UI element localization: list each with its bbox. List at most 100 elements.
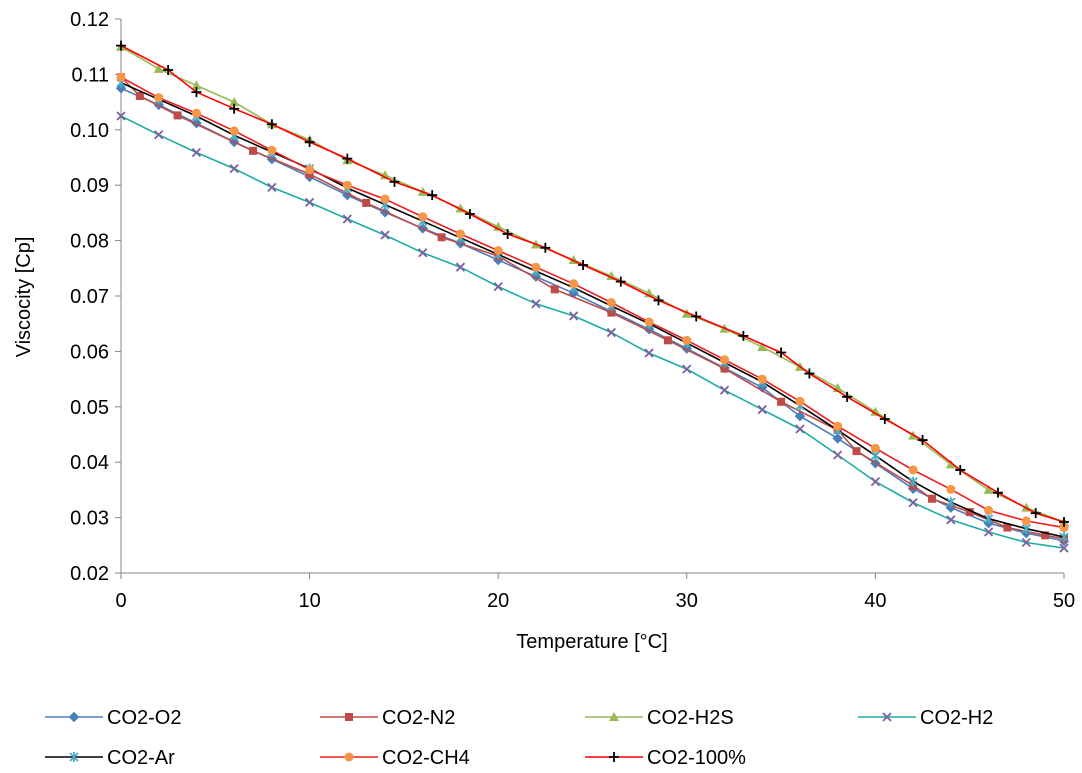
data-point (342, 153, 353, 164)
x-tick-label: 50 (1053, 590, 1075, 612)
data-point (569, 279, 579, 289)
data-point (249, 146, 258, 155)
data-point (1059, 517, 1069, 528)
data-point (493, 246, 503, 256)
data-point (682, 335, 692, 345)
data-point (946, 515, 956, 525)
y-tick-label: 0.08 (70, 231, 109, 253)
data-point (607, 308, 616, 317)
data-point (304, 136, 315, 147)
data-point (493, 281, 503, 292)
data-point (154, 130, 164, 140)
series-line (120, 115, 1065, 549)
y-tick-label: 0.06 (70, 341, 109, 363)
data-point (1021, 537, 1031, 548)
series-layer (115, 40, 1070, 553)
data-point (606, 327, 616, 338)
data-point (455, 262, 466, 272)
data-point (691, 311, 702, 322)
data-point (135, 92, 144, 101)
data-point (305, 165, 315, 175)
legend-item: CO2-N2 (320, 707, 455, 729)
data-point (757, 341, 768, 351)
series-line (120, 76, 1065, 529)
data-point (304, 197, 315, 208)
series-co2-h2 (116, 111, 1069, 553)
data-point (267, 145, 277, 155)
data-point (983, 527, 994, 537)
y-tick-label: 0.05 (70, 397, 109, 419)
legend-marker (609, 752, 619, 762)
data-point (380, 170, 391, 180)
data-point (229, 97, 240, 107)
data-point (870, 406, 881, 416)
data-point (550, 285, 559, 294)
data-point (116, 72, 126, 82)
data-point (362, 198, 371, 207)
data-point (229, 126, 239, 136)
data-point (804, 368, 815, 379)
data-point (757, 374, 767, 384)
y-tick-label: 0.02 (70, 563, 109, 585)
data-point (191, 108, 201, 118)
data-point (418, 248, 428, 258)
data-point (983, 484, 994, 494)
y-tick-label: 0.10 (70, 120, 109, 142)
data-point (777, 397, 786, 406)
legend-marker (69, 752, 79, 762)
y-tick-label: 0.11 (72, 64, 109, 86)
legend-item: CO2-O2 (45, 707, 181, 729)
legend-marker (882, 712, 892, 722)
data-point (418, 212, 428, 222)
data-point (992, 487, 1003, 498)
data-point (917, 435, 928, 446)
data-point (389, 176, 400, 187)
data-point (833, 450, 843, 460)
data-point (267, 182, 277, 193)
y-tick-label: 0.04 (70, 452, 109, 474)
data-point (163, 64, 174, 75)
data-point (832, 433, 843, 444)
data-point (870, 476, 881, 487)
data-point (653, 295, 664, 306)
data-point (1059, 523, 1069, 533)
data-point (720, 364, 729, 373)
data-point (342, 180, 352, 190)
data-point (795, 424, 805, 434)
data-point (833, 421, 843, 431)
data-point (502, 228, 513, 239)
data-point (965, 508, 974, 517)
data-point (173, 111, 182, 120)
data-point (644, 317, 654, 327)
data-point (870, 443, 880, 453)
legend-marker (344, 752, 354, 762)
data-point (757, 404, 767, 415)
data-point (1059, 543, 1069, 553)
series-line (120, 46, 1065, 523)
data-point (946, 497, 956, 508)
data-point (682, 364, 692, 374)
data-point (116, 40, 126, 51)
series-line (120, 87, 1065, 542)
axes: 0.02 0.03 0.04 0.05 0.06 0.07 0.08 0.09 0.10 0.11… (70, 9, 1075, 612)
data-point (116, 111, 126, 121)
data-point (380, 230, 390, 240)
data-point (191, 87, 202, 98)
x-tick-label: 20 (487, 590, 509, 612)
data-point (1041, 531, 1050, 540)
data-point (342, 214, 352, 224)
data-point (794, 411, 806, 422)
data-point (427, 190, 438, 201)
y-tick-label: 0.07 (70, 286, 109, 308)
data-point (154, 93, 164, 103)
data-point (663, 336, 672, 345)
data-point (719, 385, 730, 395)
data-point (606, 298, 616, 308)
legend-label: CO2-CH4 (382, 747, 470, 769)
data-point (908, 498, 918, 508)
data-point (229, 103, 240, 114)
series-co2-ar (116, 77, 1069, 542)
legend-item: CO2-100% (585, 747, 746, 769)
data-point (795, 396, 805, 406)
